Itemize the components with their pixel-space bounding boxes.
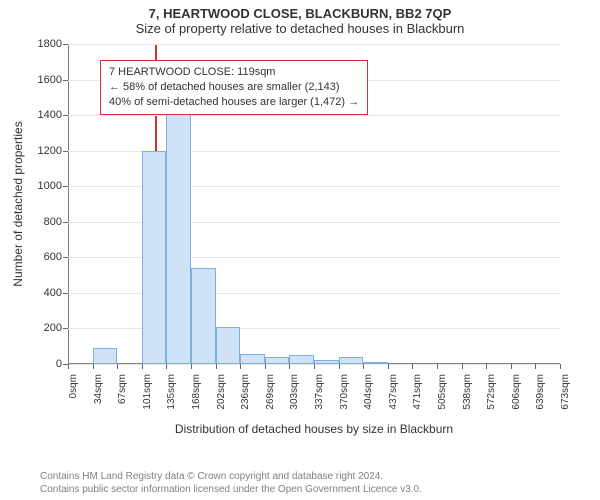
ytick-mark: [63, 293, 68, 294]
xtick-label: 67sqm: [117, 370, 128, 404]
xtick-mark: [339, 364, 340, 369]
histogram-bar: [240, 354, 265, 364]
histogram-bar: [265, 357, 290, 364]
xtick-label: 437sqm: [388, 370, 399, 410]
xtick-label: 202sqm: [216, 370, 227, 410]
xtick-label: 0sqm: [68, 370, 79, 398]
xtick-mark: [265, 364, 266, 369]
footer-line: Contains public sector information licen…: [40, 483, 422, 496]
ytick-label: 1000: [38, 180, 62, 192]
ytick-label: 600: [44, 251, 62, 263]
xtick-mark: [314, 364, 315, 369]
footer-attribution: Contains HM Land Registry data © Crown c…: [40, 470, 422, 496]
histogram-bar: [363, 362, 388, 364]
histogram-bar: [314, 360, 339, 364]
xtick-mark: [363, 364, 364, 369]
xtick-mark: [142, 364, 143, 369]
ytick-label: 0: [56, 358, 62, 370]
histogram-bar: [142, 151, 167, 364]
xtick-label: 101sqm: [142, 370, 153, 410]
ytick-label: 1600: [38, 74, 62, 86]
ytick-mark: [63, 328, 68, 329]
annotation-line: ← 58% of detached houses are smaller (2,…: [109, 80, 359, 95]
ytick-label: 1400: [38, 109, 62, 121]
xtick-mark: [412, 364, 413, 369]
histogram-bar: [191, 268, 216, 364]
histogram-bar: [339, 357, 364, 364]
xtick-label: 370sqm: [339, 370, 350, 410]
grid-line: [68, 44, 560, 45]
xtick-label: 404sqm: [363, 370, 374, 410]
xtick-mark: [240, 364, 241, 369]
xtick-label: 572sqm: [486, 370, 497, 410]
xtick-label: 34sqm: [93, 370, 104, 404]
histogram-bar: [93, 348, 118, 364]
ytick-label: 400: [44, 287, 62, 299]
page-title: 7, HEARTWOOD CLOSE, BLACKBURN, BB2 7QP: [0, 0, 600, 21]
xtick-label: 639sqm: [535, 370, 546, 410]
ytick-mark: [63, 44, 68, 45]
xtick-label: 337sqm: [314, 370, 325, 410]
xtick-label: 538sqm: [462, 370, 473, 410]
ytick-label: 800: [44, 216, 62, 228]
annotation-line: 40% of semi-detached houses are larger (…: [109, 95, 359, 110]
annotation-line: 7 HEARTWOOD CLOSE: 119sqm: [109, 65, 359, 80]
grid-line: [68, 115, 560, 116]
xtick-mark: [535, 364, 536, 369]
ytick-mark: [63, 186, 68, 187]
xtick-mark: [68, 364, 69, 369]
xtick-label: 236sqm: [240, 370, 251, 410]
histogram-bar: [216, 327, 241, 364]
ytick-mark: [63, 222, 68, 223]
ytick-label: 1800: [38, 38, 62, 50]
y-axis-label: Number of detached properties: [11, 121, 25, 286]
histogram-bar: [289, 355, 314, 364]
xtick-mark: [560, 364, 561, 369]
xtick-label: 269sqm: [265, 370, 276, 410]
page-subtitle: Size of property relative to detached ho…: [0, 21, 600, 40]
xtick-mark: [216, 364, 217, 369]
xtick-label: 135sqm: [166, 370, 177, 410]
ytick-mark: [63, 80, 68, 81]
xtick-label: 673sqm: [560, 370, 571, 410]
ytick-mark: [63, 115, 68, 116]
xtick-mark: [289, 364, 290, 369]
xtick-mark: [388, 364, 389, 369]
xtick-label: 471sqm: [412, 370, 423, 410]
xtick-mark: [511, 364, 512, 369]
xtick-mark: [486, 364, 487, 369]
y-axis-line: [68, 44, 69, 364]
xtick-mark: [191, 364, 192, 369]
footer-line: Contains HM Land Registry data © Crown c…: [40, 470, 422, 483]
ytick-mark: [63, 257, 68, 258]
annotation-box: 7 HEARTWOOD CLOSE: 119sqm ← 58% of detac…: [100, 60, 368, 115]
xtick-label: 606sqm: [511, 370, 522, 410]
histogram-bar: [166, 101, 191, 364]
xtick-label: 168sqm: [191, 370, 202, 410]
xtick-mark: [166, 364, 167, 369]
xtick-label: 303sqm: [289, 370, 300, 410]
xtick-mark: [462, 364, 463, 369]
xtick-mark: [437, 364, 438, 369]
ytick-label: 1200: [38, 145, 62, 157]
xtick-label: 505sqm: [437, 370, 448, 410]
ytick-mark: [63, 151, 68, 152]
xtick-mark: [117, 364, 118, 369]
x-axis-label: Distribution of detached houses by size …: [175, 422, 453, 436]
chart-container: 7, HEARTWOOD CLOSE, BLACKBURN, BB2 7QP S…: [0, 0, 600, 500]
ytick-label: 200: [44, 322, 62, 334]
xtick-mark: [93, 364, 94, 369]
